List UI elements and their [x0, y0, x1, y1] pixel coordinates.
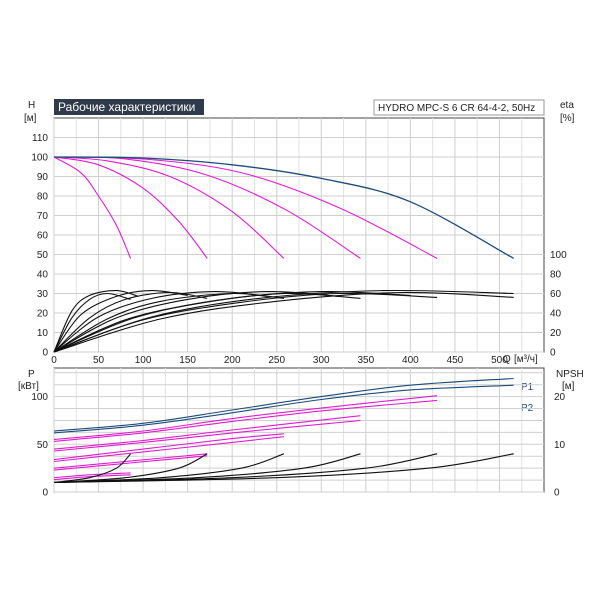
power-curve-6	[53, 433, 284, 461]
y-tick-label-P: 100	[31, 392, 48, 403]
x-tick-label: 50	[93, 355, 105, 366]
head-curve-2	[53, 156, 285, 259]
y2-tick-label-npsh: 10	[554, 440, 566, 451]
y-tick-label-H: 90	[37, 172, 49, 183]
power-curve-5	[53, 419, 361, 452]
y-tick-label-P: 0	[42, 488, 48, 499]
y-tick-label-H: 50	[37, 250, 49, 261]
x-tick-label: 0	[51, 355, 57, 366]
y2-tick-label-eta: 100	[550, 250, 567, 261]
y-tick-label-P: 50	[37, 440, 49, 451]
y-tick-label-H: 70	[37, 211, 49, 222]
x-tick-label: 400	[402, 355, 419, 366]
eta-curve-11	[53, 291, 268, 353]
eta-curve-9	[53, 290, 188, 353]
head-curve-4	[53, 156, 438, 259]
npsh-curve-12	[53, 453, 132, 484]
y-axis-label-P: P	[28, 369, 35, 380]
head-curve-1	[53, 156, 208, 259]
chart-title: Рабочие характеристики	[58, 100, 195, 114]
title-box	[54, 99, 204, 115]
power-curve-4	[53, 415, 361, 450]
x-tick-label: 200	[224, 355, 241, 366]
y-tick-label-H: 110	[32, 133, 48, 144]
y-tick-label-H: 60	[37, 231, 49, 242]
y-axis-label-H: H	[28, 100, 35, 111]
power-curve-p1	[53, 377, 514, 432]
x-axis-label-Q: Q	[503, 354, 511, 365]
npsh-curve-17	[53, 453, 514, 484]
y2-axis-label-eta: eta	[560, 100, 574, 111]
y2-axis-label-npsh: NPSH	[556, 369, 584, 380]
head-curve-0	[53, 156, 132, 259]
model-label: HYDRO MPC-S 6 CR 64-4-2, 50Hz	[378, 103, 535, 114]
eta-curve-16	[53, 291, 514, 353]
eta-curve-7	[53, 290, 139, 353]
head-curve-5	[53, 156, 515, 259]
y-axis-unit-P: [кВт]	[18, 381, 39, 392]
x-tick-label: 150	[179, 355, 196, 366]
chart-marks: 0 50 100 150 200 250 300 350 400 450 5000102030405…	[31, 117, 567, 499]
y2-axis-unit-npsh: [м]	[562, 381, 575, 392]
y-tick-label-H: 100	[31, 153, 48, 164]
power-curve-2	[53, 395, 438, 441]
power-curve-11	[53, 474, 131, 481]
y2-tick-label-npsh: 20	[554, 392, 566, 403]
y-tick-label-H: 30	[37, 289, 49, 300]
x-axis-unit-Q: [м³/ч]	[514, 354, 538, 365]
x-tick-label: 100	[135, 355, 152, 366]
legend-p1: P1	[521, 382, 534, 393]
eta-curve-14	[53, 292, 438, 353]
y2-tick-label-eta: 40	[550, 309, 562, 320]
power-curve-8	[53, 453, 208, 469]
y2-tick-label-eta: 20	[550, 328, 562, 339]
power-curve-3	[53, 399, 438, 442]
eta-curve-17	[53, 289, 514, 353]
power-curve-10	[53, 472, 131, 479]
y-tick-label-H: 20	[37, 309, 49, 320]
y-tick-label-H: 80	[37, 192, 49, 203]
y2-tick-label-eta: 60	[550, 289, 562, 300]
y2-tick-label-npsh: 0	[554, 488, 560, 499]
y2-tick-label-eta: 80	[550, 270, 562, 281]
model-box	[373, 99, 545, 116]
x-tick-label: 250	[268, 355, 285, 366]
x-tick-label: 450	[447, 355, 464, 366]
eta-curve-6	[53, 292, 131, 353]
y2-axis-unit-eta: [%]	[560, 113, 575, 124]
power-curve-7	[53, 436, 284, 463]
y-tick-label-H: 10	[37, 328, 49, 339]
x-tick-label: 350	[357, 355, 374, 366]
y-tick-label-H: 0	[42, 348, 48, 359]
power-curve-p2	[53, 384, 514, 434]
x-tick-label: 300	[313, 355, 330, 366]
x-tick-label: 500	[491, 355, 508, 366]
y-tick-label-H: 40	[37, 270, 49, 281]
y2-tick-label-eta: 0	[550, 348, 556, 359]
y-axis-unit-H: [м]	[24, 113, 37, 124]
power-curve-9	[53, 455, 208, 471]
head-curve-3	[53, 156, 361, 259]
eta-curve-13	[53, 291, 340, 353]
